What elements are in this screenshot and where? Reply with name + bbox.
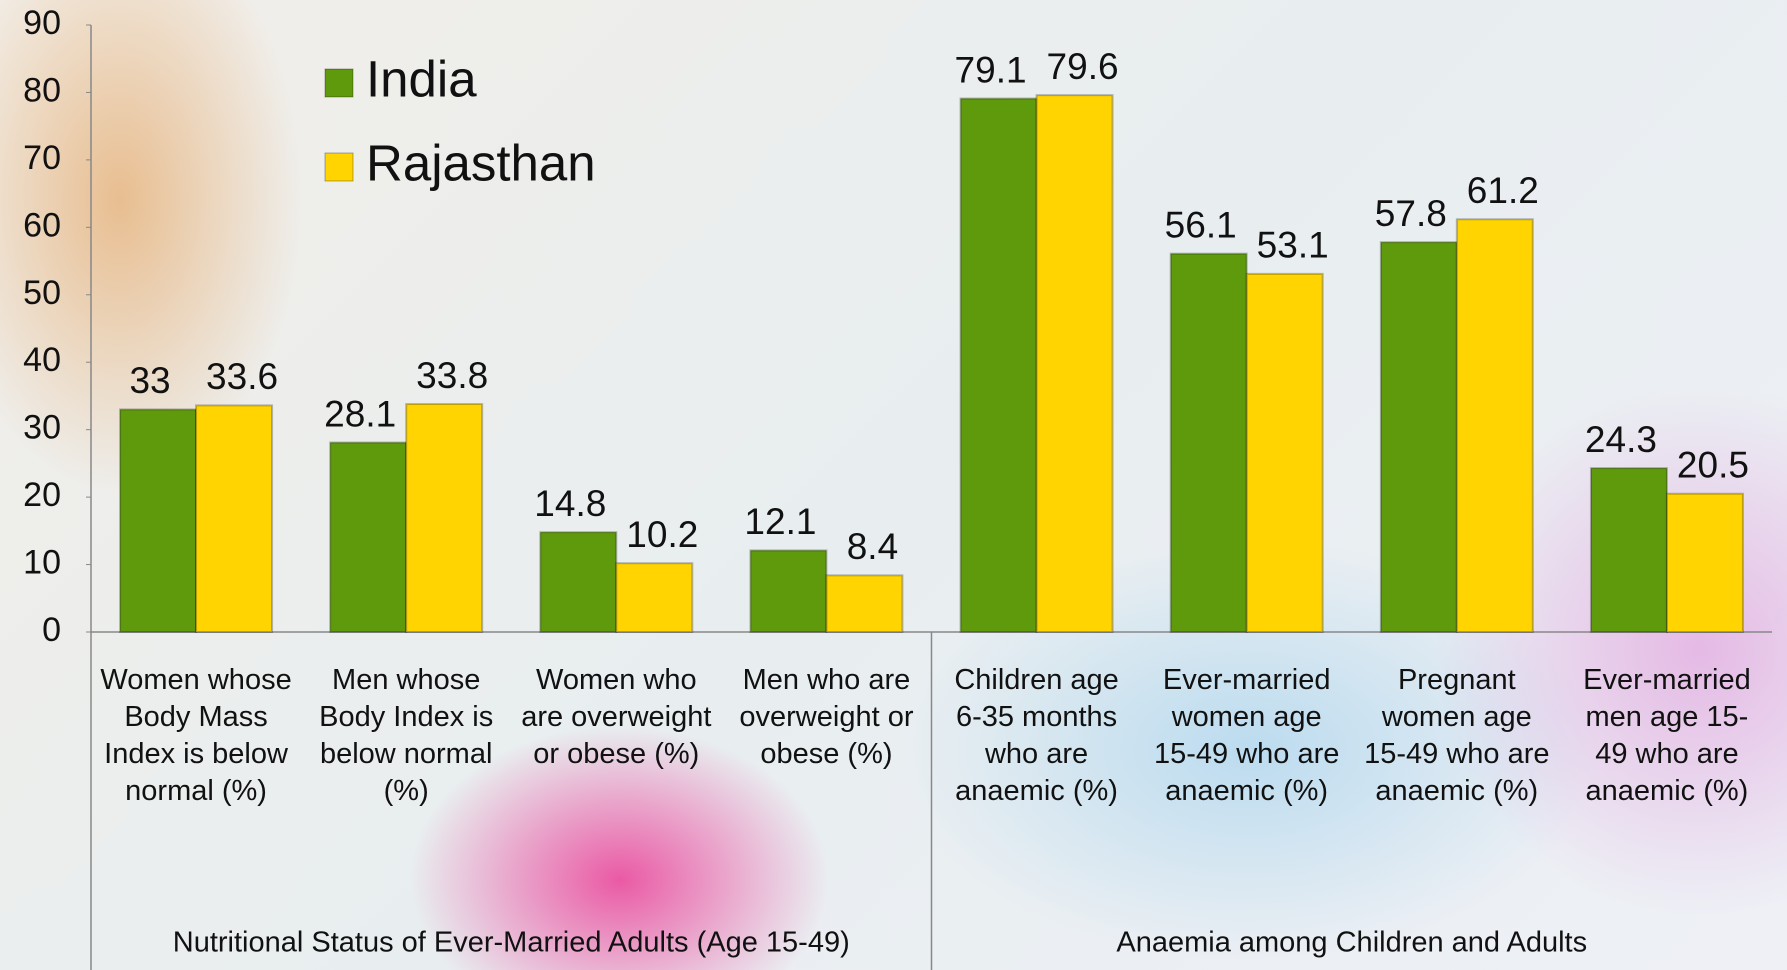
- page: {"chart_data": {"type": "bar", "categori…: [0, 0, 1787, 970]
- y-tick-label: 0: [42, 611, 61, 649]
- group-label: Nutritional Status of Ever-Married Adult…: [173, 927, 850, 959]
- legend-swatch: [325, 69, 353, 97]
- bar: [1037, 95, 1113, 632]
- x-tick-label: Men who are overweight or obese (%): [729, 662, 923, 773]
- bar: [616, 563, 692, 632]
- bar: [750, 550, 826, 632]
- data-label: 8.4: [847, 526, 898, 567]
- bar: [1381, 242, 1457, 632]
- data-label: 57.8: [1375, 193, 1447, 234]
- chart-container: 0 10 20 30 40 50 60 70 80 90 33 33.6 28.1 33.8 14.8 10.…: [0, 0, 1787, 970]
- bar: [406, 404, 482, 632]
- chart: 0 10 20 30 40 50 60 70 80 90 33 33.6 28.1 33.8 14.8 10.…: [0, 0, 1787, 970]
- data-label: 12.1: [744, 501, 816, 542]
- y-tick-label: 90: [23, 4, 61, 42]
- data-label: 14.8: [534, 483, 606, 524]
- legend-swatch: [325, 153, 353, 181]
- legend-label: India: [366, 50, 477, 107]
- data-label: 28.1: [324, 393, 396, 434]
- data-label: 33: [129, 360, 170, 401]
- data-label: 33.6: [206, 356, 278, 397]
- bar: [1667, 494, 1743, 632]
- y-tick-label: 40: [23, 341, 61, 379]
- bar: [826, 575, 902, 632]
- data-label: 56.1: [1165, 204, 1237, 245]
- data-label: 61.2: [1467, 170, 1539, 211]
- x-tick-label: Pregnant women age 15-49 who are anaemic…: [1360, 662, 1554, 810]
- bar: [1171, 254, 1247, 632]
- bar: [330, 442, 406, 632]
- y-tick-label: 70: [23, 139, 61, 177]
- x-tick-label: Ever-married women age 15-49 who are ana…: [1150, 662, 1344, 810]
- bar: [540, 532, 616, 632]
- bar: [1591, 468, 1667, 632]
- data-label: 53.1: [1257, 225, 1329, 266]
- bar: [1457, 219, 1533, 632]
- data-label: 24.3: [1585, 419, 1657, 460]
- data-label: 79.1: [955, 49, 1027, 90]
- data-label: 33.8: [416, 355, 488, 396]
- legend-label: Rajasthan: [366, 134, 596, 191]
- bar: [196, 405, 272, 632]
- bar: [1247, 274, 1323, 632]
- x-tick-label: Women who are overweight or obese (%): [519, 662, 713, 773]
- data-label: 10.2: [626, 514, 698, 555]
- x-tick-label: Ever-married men age 15-49 who are anaem…: [1570, 662, 1764, 810]
- y-tick-label: 80: [23, 71, 61, 109]
- bar: [961, 99, 1037, 632]
- y-tick-label: 30: [23, 409, 61, 447]
- x-tick-label: Children age 6-35 months who are anaemic…: [940, 662, 1134, 810]
- y-tick-label: 60: [23, 206, 61, 244]
- y-tick-label: 20: [23, 476, 61, 514]
- y-tick-label: 10: [23, 544, 61, 582]
- x-tick-label: Women whose Body Mass Index is below nor…: [99, 662, 293, 810]
- data-label: 20.5: [1677, 445, 1749, 486]
- group-label: Anaemia among Children and Adults: [1116, 927, 1587, 959]
- y-tick-label: 50: [23, 274, 61, 312]
- bar: [120, 409, 196, 632]
- x-tick-label: Men whose Body Index is below normal (%): [309, 662, 503, 810]
- data-label: 79.6: [1047, 46, 1119, 87]
